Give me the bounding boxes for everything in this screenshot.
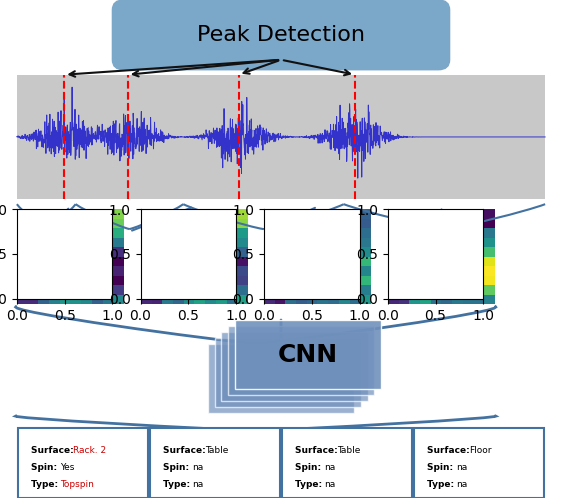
Text: Table: Table — [205, 446, 228, 455]
Text: na: na — [192, 480, 203, 489]
FancyBboxPatch shape — [150, 428, 279, 498]
Text: Yes: Yes — [60, 463, 74, 472]
Text: Type:: Type: — [163, 480, 193, 489]
FancyBboxPatch shape — [235, 320, 381, 389]
Text: Type:: Type: — [427, 480, 457, 489]
Text: Spin:: Spin: — [163, 463, 192, 472]
FancyBboxPatch shape — [215, 338, 361, 407]
Text: Surface:: Surface: — [427, 446, 473, 455]
Text: na: na — [456, 480, 468, 489]
Text: CNN: CNN — [278, 343, 338, 367]
Text: Topspin: Topspin — [60, 480, 94, 489]
FancyBboxPatch shape — [18, 428, 147, 498]
FancyBboxPatch shape — [414, 428, 543, 498]
Text: Type:: Type: — [30, 480, 61, 489]
Text: Type:: Type: — [294, 480, 325, 489]
Text: Table: Table — [337, 446, 360, 455]
Text: Floor: Floor — [469, 446, 492, 455]
FancyBboxPatch shape — [221, 332, 368, 401]
Text: Surface:: Surface: — [163, 446, 209, 455]
Text: Rack. 2: Rack. 2 — [72, 446, 106, 455]
Text: Surface:: Surface: — [294, 446, 341, 455]
Text: Peak Detection: Peak Detection — [197, 25, 365, 45]
FancyBboxPatch shape — [112, 0, 450, 70]
Text: Spin:: Spin: — [294, 463, 324, 472]
Text: na: na — [324, 480, 336, 489]
Text: Spin:: Spin: — [30, 463, 60, 472]
FancyBboxPatch shape — [282, 428, 411, 498]
FancyBboxPatch shape — [17, 75, 545, 199]
FancyBboxPatch shape — [228, 326, 374, 395]
Text: Spin:: Spin: — [427, 463, 456, 472]
Text: na: na — [456, 463, 468, 472]
Text: na: na — [324, 463, 336, 472]
Text: Surface:: Surface: — [30, 446, 76, 455]
Text: na: na — [192, 463, 203, 472]
FancyBboxPatch shape — [208, 344, 354, 413]
